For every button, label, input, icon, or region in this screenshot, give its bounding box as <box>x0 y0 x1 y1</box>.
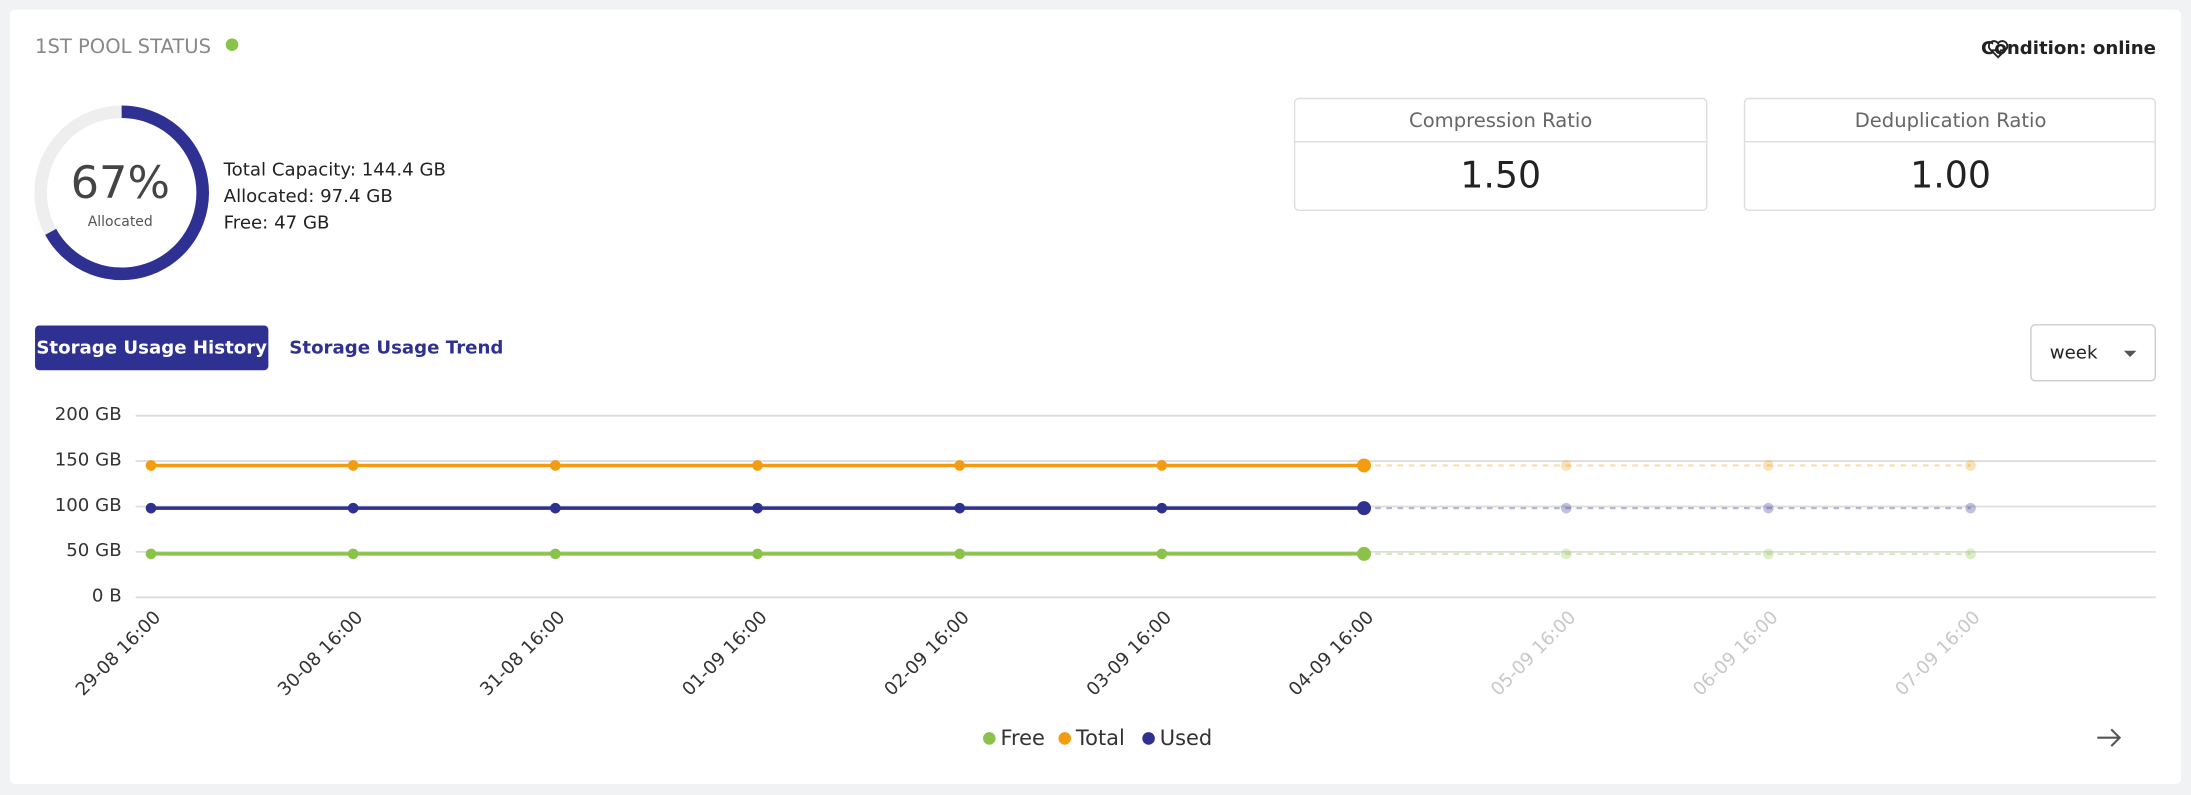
data-point <box>1357 546 1372 561</box>
data-point <box>347 460 359 471</box>
legend-label: Free <box>1000 726 1044 750</box>
stat-value: 1.00 <box>1910 153 1991 196</box>
caret <box>2123 350 2137 357</box>
y-tick-label: 0 B <box>92 586 122 607</box>
next-arrow[interactable] <box>2097 728 2122 747</box>
trend-point <box>1965 548 1976 560</box>
data-point <box>347 548 359 560</box>
detail: Total Capacity: 144.4 GB <box>223 159 446 180</box>
data-point <box>752 460 763 471</box>
trend-point <box>1560 460 1572 471</box>
pool-title: 1ST POOL STATUS <box>35 35 211 58</box>
detail: Free: 47 GB <box>224 213 330 234</box>
data-point <box>1357 501 1372 516</box>
legend-marker <box>983 732 996 745</box>
tab-label[interactable]: Storage Usage Trend <box>289 338 503 359</box>
data-point <box>550 502 561 514</box>
trend-point <box>1763 502 1774 514</box>
period-select[interactable] <box>2030 324 2156 382</box>
data-point <box>752 502 763 514</box>
data-point <box>1156 548 1168 560</box>
data-point <box>347 502 359 514</box>
data-point <box>1156 460 1168 471</box>
y-tick-label: 50 GB <box>66 540 121 561</box>
trend-point <box>1763 548 1774 560</box>
data-point <box>954 502 966 514</box>
data-point <box>145 460 157 471</box>
period-value[interactable]: week <box>2050 342 2098 363</box>
trend-point <box>1560 548 1572 560</box>
legend-label: Used <box>1160 726 1212 750</box>
trend-point <box>1763 460 1774 471</box>
tab-label[interactable]: Storage Usage History <box>36 338 267 359</box>
legend-label: Total <box>1075 726 1125 750</box>
stat-box <box>1743 97 2156 211</box>
heart-icon <box>1987 40 2009 59</box>
stat-value: 1.50 <box>1460 153 1541 196</box>
data-point <box>145 502 157 514</box>
condition: Condition: online <box>1981 38 2156 59</box>
data-point <box>954 460 966 471</box>
data-point <box>145 548 157 560</box>
status-dot <box>225 38 239 51</box>
stat-label: Deduplication Ratio <box>1855 109 2047 132</box>
y-tick-label: 200 GB <box>55 404 122 425</box>
trend-point <box>1965 502 1976 514</box>
legend-marker <box>1142 732 1155 745</box>
gauge-percent: 67% <box>71 156 170 209</box>
trend-point <box>1965 460 1976 471</box>
data-point <box>1357 458 1372 473</box>
data-point <box>752 548 763 560</box>
stat-box <box>1293 97 1708 211</box>
y-tick-label: 100 GB <box>55 495 122 516</box>
trend-point <box>1560 502 1572 514</box>
legend-marker <box>1058 732 1072 745</box>
data-point <box>550 548 561 560</box>
gauge-caption: Allocated <box>88 214 153 230</box>
stat-label: Compression Ratio <box>1409 109 1592 132</box>
data-point <box>550 460 561 471</box>
data-point <box>954 548 966 560</box>
tab-active[interactable] <box>35 325 269 371</box>
data-point <box>1156 502 1168 514</box>
y-tick-label: 150 GB <box>55 449 122 470</box>
gauge-arc <box>45 105 209 281</box>
detail: Allocated: 97.4 GB <box>224 186 393 207</box>
